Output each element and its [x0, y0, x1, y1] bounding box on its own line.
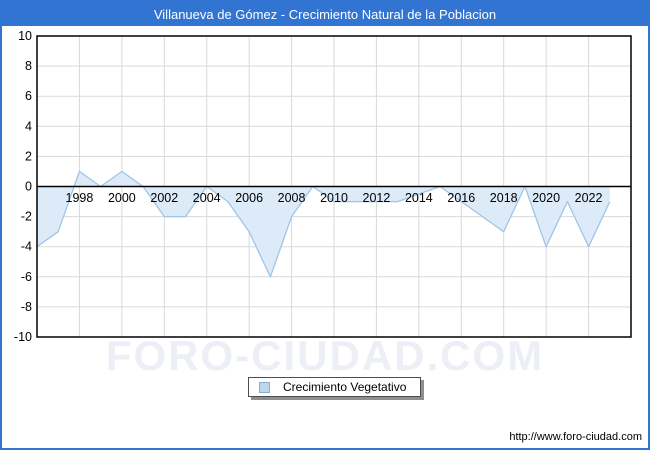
x-tick-label: 2016 [447, 191, 475, 205]
title-bar: Villanueva de Gómez - Crecimiento Natura… [2, 2, 648, 26]
series-line [36, 170, 611, 278]
x-tick-label: 2022 [575, 191, 603, 205]
x-tick-label: 2004 [193, 191, 221, 205]
chart-title: Villanueva de Gómez - Crecimiento Natura… [153, 6, 497, 22]
y-tick-label: 6 [25, 89, 32, 103]
x-tick-label: 2014 [405, 191, 433, 205]
x-tick-label: 2020 [532, 191, 560, 205]
y-tick-label: 8 [25, 59, 32, 73]
y-tick-label: 10 [18, 29, 32, 43]
legend-swatch-icon [259, 381, 270, 393]
y-tick-label: -2 [21, 210, 32, 224]
x-tick-label: 2006 [235, 191, 263, 205]
x-tick-label: 2002 [150, 191, 178, 205]
y-tick-label: -10 [14, 330, 32, 344]
x-axis-labels: 1998 2000 2002 2004 2006 2008 2010 2012 2014 2016… [66, 191, 603, 205]
y-tick-label: 2 [25, 149, 32, 163]
x-tick-label: 2010 [320, 191, 348, 205]
y-tick-label: 4 [25, 119, 32, 133]
legend-label: Crecimiento Vegetativo [283, 380, 407, 394]
x-tick-label: 2018 [490, 191, 518, 205]
x-tick-label: 2008 [278, 191, 306, 205]
watermark-text: FORO-CIUDAD.COM [105, 332, 545, 379]
site-url[interactable]: http://www.foro-ciudad.com [509, 431, 642, 443]
legend-box[interactable]: Crecimiento Vegetativo [248, 377, 422, 397]
x-tick-label: 2012 [363, 191, 391, 205]
x-tick-label: 1998 [66, 191, 94, 205]
y-tick-label: -6 [21, 270, 32, 284]
y-tick-label: -8 [21, 300, 32, 314]
y-tick-label: 0 [25, 180, 32, 194]
y-tick-label: -4 [21, 240, 32, 254]
series-area-fill [37, 171, 610, 277]
x-tick-label: 2000 [108, 191, 136, 205]
y-axis-labels: 10 8 6 4 2 0 -2 -4 -6 -8 -10 [14, 29, 32, 344]
